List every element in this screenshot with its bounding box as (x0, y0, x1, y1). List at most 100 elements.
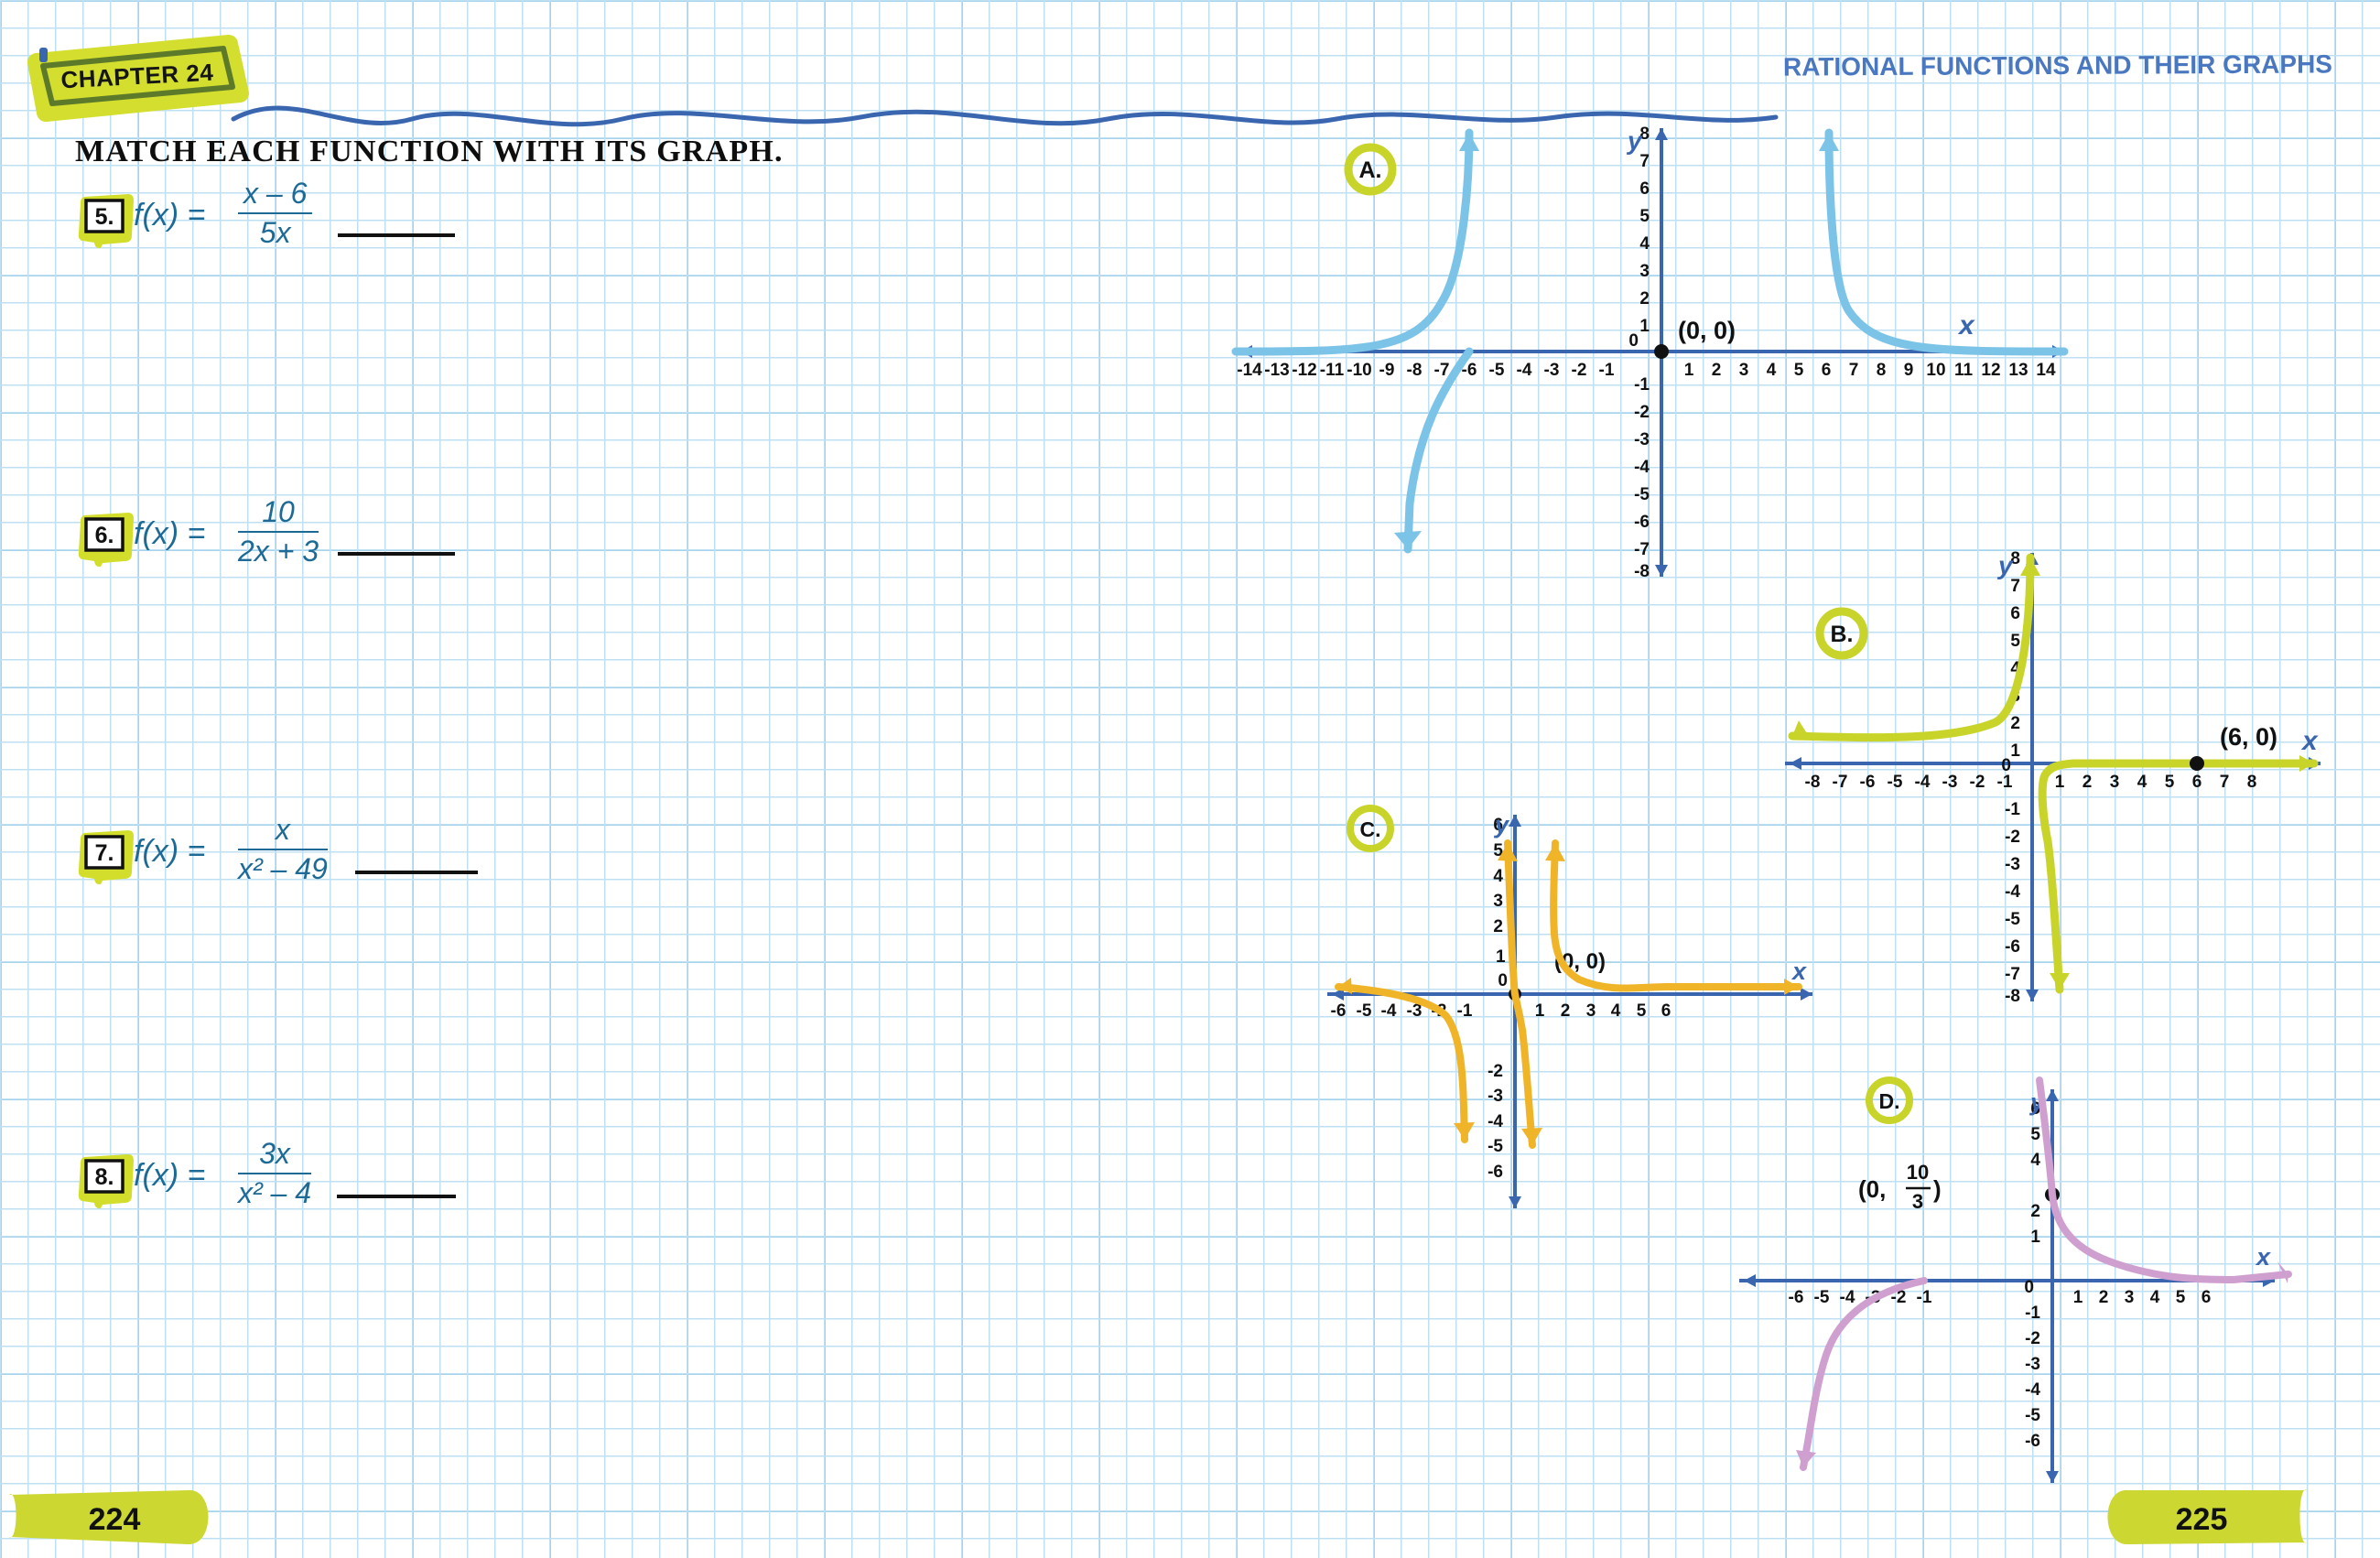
svg-text:-1: -1 (1457, 1001, 1473, 1021)
svg-text:5: 5 (2030, 1125, 2040, 1144)
svg-text:3: 3 (2125, 1288, 2135, 1307)
svg-text:-9: -9 (1379, 361, 1395, 380)
svg-text:12: 12 (1981, 361, 2000, 380)
svg-text:2: 2 (2082, 773, 2093, 792)
svg-text:10: 10 (1907, 1161, 1929, 1184)
svg-text:4: 4 (2030, 1151, 2040, 1170)
svg-text:13: 13 (2008, 361, 2028, 380)
svg-text:3: 3 (1639, 262, 1650, 281)
svg-text:-4: -4 (1381, 1001, 1397, 1021)
svg-text:-1: -1 (1599, 361, 1615, 380)
svg-text:3: 3 (1739, 361, 1749, 380)
svg-text:3: 3 (1586, 1001, 1596, 1021)
svg-text:-6: -6 (1331, 1001, 1347, 1021)
svg-text:3: 3 (2110, 773, 2120, 792)
svg-text:-6: -6 (1789, 1288, 1804, 1307)
svg-text:-7: -7 (1833, 773, 1848, 792)
svg-text:-5: -5 (1357, 1001, 1372, 1021)
svg-text:-2: -2 (1970, 773, 1985, 792)
svg-text:-2: -2 (1634, 403, 1650, 422)
svg-text:5: 5 (1794, 361, 1804, 380)
svg-text:A.: A. (1359, 157, 1382, 183)
svg-text:8: 8 (1877, 361, 1887, 380)
svg-text:-3: -3 (1544, 361, 1560, 380)
svg-text:6: 6 (1661, 1001, 1671, 1021)
svg-text:3: 3 (1912, 1190, 1923, 1213)
svg-text:11: 11 (1954, 361, 1974, 380)
svg-text:-4: -4 (2025, 1380, 2040, 1400)
svg-text:x: x (2255, 1243, 2271, 1271)
svg-text:-8: -8 (2005, 987, 2020, 1006)
svg-text:-7: -7 (2005, 965, 2020, 984)
svg-text:-3: -3 (2005, 855, 2020, 874)
svg-text:3: 3 (1493, 892, 1503, 911)
svg-text:4: 4 (2137, 773, 2147, 792)
svg-text:-13: -13 (1264, 361, 1289, 380)
svg-text:-4: -4 (1634, 458, 1650, 477)
svg-text:6: 6 (1822, 361, 1832, 380)
svg-text:2: 2 (2010, 714, 2020, 733)
svg-text:-4: -4 (2005, 882, 2020, 902)
svg-text:4: 4 (1639, 234, 1650, 254)
svg-text:0: 0 (1498, 971, 1508, 990)
svg-text:-5: -5 (1814, 1288, 1830, 1307)
svg-text:y: y (1493, 811, 1510, 839)
svg-text:-4: -4 (1840, 1288, 1855, 1307)
svg-text:C.: C. (1360, 817, 1381, 841)
svg-text:7: 7 (1849, 361, 1859, 380)
svg-text:-4: -4 (1517, 361, 1532, 380)
svg-text:1: 1 (2030, 1228, 2040, 1247)
svg-text:2: 2 (2030, 1202, 2040, 1221)
svg-text:-8: -8 (1805, 773, 1821, 792)
svg-text:1: 1 (2010, 741, 2020, 761)
svg-text:-3: -3 (1942, 773, 1958, 792)
svg-text:5: 5 (1637, 1001, 1647, 1021)
svg-text:6: 6 (1639, 179, 1650, 199)
svg-text:8: 8 (2247, 773, 2257, 792)
svg-text:2: 2 (1712, 361, 1722, 380)
svg-text:6: 6 (2010, 604, 2020, 623)
svg-text:-7: -7 (1434, 361, 1450, 380)
svg-text:-6: -6 (1488, 1163, 1503, 1182)
svg-text:4: 4 (1611, 1001, 1621, 1021)
svg-text:(6, 0): (6, 0) (2220, 723, 2277, 751)
svg-text:x: x (2300, 726, 2319, 756)
svg-text:-14: -14 (1237, 361, 1262, 380)
svg-text:5: 5 (2176, 1288, 2186, 1307)
svg-text:-1: -1 (1997, 773, 2013, 792)
svg-text:x: x (1790, 958, 1807, 985)
svg-text:1: 1 (1684, 361, 1694, 380)
svg-text:-5: -5 (2005, 910, 2020, 929)
svg-text:7: 7 (2220, 773, 2230, 792)
svg-text:224: 224 (89, 1502, 141, 1537)
svg-text:225: 225 (2176, 1502, 2228, 1537)
svg-text:-11: -11 (1320, 361, 1345, 380)
svg-text:4: 4 (1493, 867, 1503, 886)
svg-text:-5: -5 (2025, 1406, 2040, 1425)
svg-text:-2: -2 (1572, 361, 1587, 380)
svg-text:7: 7 (1639, 152, 1650, 171)
svg-text:-4: -4 (1915, 773, 1931, 792)
svg-text:6: 6 (2202, 1288, 2212, 1307)
svg-text:2: 2 (1493, 917, 1503, 936)
svg-text:-1: -1 (1634, 375, 1650, 395)
svg-text:-3: -3 (1634, 430, 1650, 449)
svg-text:-1: -1 (1917, 1288, 1932, 1307)
svg-text:-2: -2 (2025, 1329, 2040, 1348)
svg-text:6: 6 (2192, 773, 2202, 792)
svg-text:0: 0 (1628, 331, 1639, 351)
svg-text:-3: -3 (2025, 1355, 2040, 1374)
svg-text:-5: -5 (1888, 773, 1903, 792)
svg-text:-8: -8 (1407, 361, 1423, 380)
svg-text:-6: -6 (2005, 937, 2020, 957)
svg-text:7.: 7. (95, 840, 114, 866)
svg-text:-1: -1 (2005, 800, 2020, 819)
svg-text:5: 5 (2010, 632, 2020, 651)
svg-text:-4: -4 (1488, 1112, 1503, 1131)
svg-text:4: 4 (2150, 1288, 2160, 1307)
svg-text:(0,: (0, (1858, 1175, 1886, 1203)
svg-text:-6: -6 (2025, 1432, 2040, 1451)
svg-text:10: 10 (1926, 361, 1945, 380)
svg-text:2: 2 (2099, 1288, 2109, 1307)
svg-text:-1: -1 (2025, 1304, 2040, 1323)
